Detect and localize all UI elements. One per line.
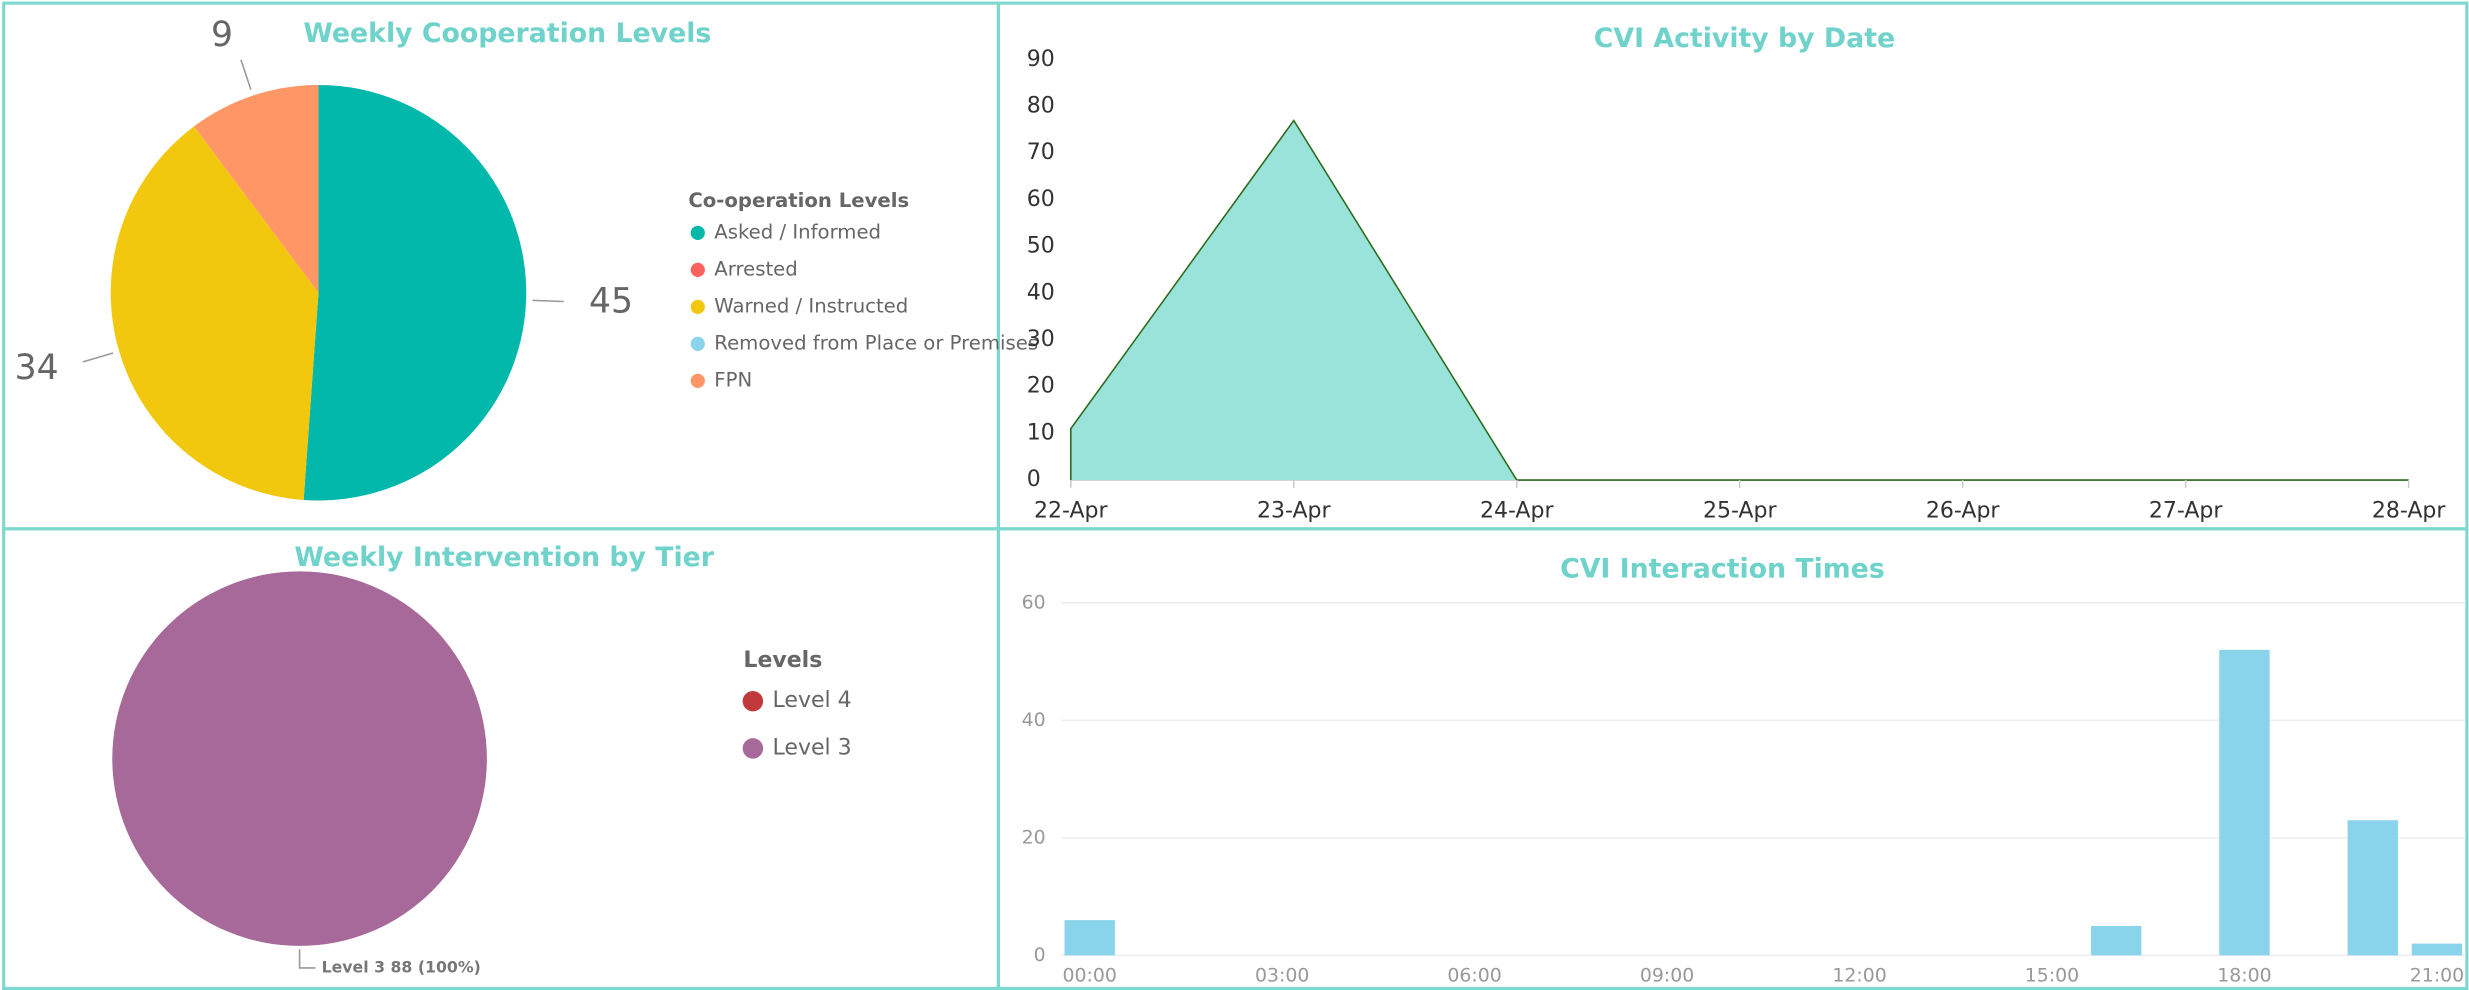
- legend-label: Removed from Place or Premises: [714, 331, 1038, 354]
- legend-label: Level 4: [773, 688, 852, 713]
- bar: [2411, 943, 2463, 956]
- legend-marker: [690, 336, 705, 351]
- chart-title: CVI Interaction Times: [1560, 553, 1885, 584]
- y-tick-label: 70: [1027, 140, 1055, 165]
- y-tick-label: 60: [1022, 591, 1046, 613]
- x-tick-label: 15:00: [2025, 964, 2079, 986]
- data-label: 34: [15, 348, 59, 388]
- y-tick-label: 90: [1027, 47, 1055, 72]
- x-tick-label: 27-Apr: [2149, 499, 2224, 524]
- y-tick-label: 40: [1022, 709, 1046, 731]
- y-tick-label: 20: [1022, 826, 1046, 848]
- x-tick-label: 18:00: [2217, 964, 2271, 986]
- x-tick-label: 26-Apr: [1926, 499, 2001, 524]
- legend-title: Levels: [743, 648, 822, 673]
- pie-slice: [303, 84, 527, 501]
- x-tick-label: 06:00: [1447, 964, 1501, 986]
- y-tick-label: 60: [1027, 187, 1055, 212]
- bar: [2219, 649, 2270, 956]
- x-tick-label: 21:00: [2410, 964, 2464, 986]
- legend-marker: [742, 690, 764, 712]
- legend-label: Arrested: [714, 257, 797, 280]
- x-tick-label: 25-Apr: [1703, 499, 1778, 524]
- x-tick-label: 00:00: [1062, 964, 1116, 986]
- y-tick-label: 30: [1027, 327, 1055, 352]
- legend-marker: [690, 262, 705, 277]
- y-tick-label: 50: [1027, 234, 1055, 259]
- pie-slice: [110, 126, 319, 500]
- y-tick-label: 20: [1027, 374, 1055, 399]
- data-label: 9: [211, 15, 233, 55]
- legend-marker: [690, 225, 705, 240]
- legend-label: FPN: [714, 368, 752, 391]
- x-tick-label: 23-Apr: [1257, 499, 1332, 524]
- legend-marker: [690, 299, 705, 314]
- x-tick-label: 28-Apr: [2372, 499, 2447, 524]
- pie-slice: [193, 84, 319, 293]
- x-tick-label: 12:00: [1832, 964, 1886, 986]
- chart-title: CVI Activity by Date: [1594, 23, 1895, 54]
- chart-title: Weekly Intervention by Tier: [294, 542, 714, 573]
- data-label: Level 3 88 (100%): [322, 957, 481, 976]
- legend-marker: [690, 373, 705, 388]
- pie-slice: [112, 571, 487, 946]
- area: [1070, 120, 2409, 481]
- legend-marker: [742, 738, 764, 759]
- y-tick-label: 0: [1027, 467, 1041, 492]
- legend-label: Level 3: [773, 735, 852, 760]
- legend-label: Warned / Instructed: [714, 294, 908, 317]
- leader-line: [82, 352, 114, 363]
- bar: [2090, 925, 2142, 956]
- x-tick-label: 09:00: [1640, 964, 1694, 986]
- leader-line: [240, 59, 252, 90]
- y-tick-label: 40: [1027, 280, 1055, 305]
- area-line: [1070, 119, 2409, 481]
- bar: [2347, 820, 2398, 956]
- leader-line: [532, 299, 564, 303]
- data-label: 45: [589, 281, 633, 321]
- panel: [996, 527, 2469, 990]
- bar: [1064, 920, 1115, 956]
- y-tick-label: 0: [1034, 944, 1046, 966]
- chart-title: Weekly Cooperation Levels: [303, 18, 711, 49]
- y-tick-label: 80: [1027, 94, 1055, 119]
- leader-line: [298, 949, 316, 969]
- x-tick-label: 24-Apr: [1480, 499, 1555, 524]
- legend-label: Asked / Informed: [714, 220, 881, 243]
- y-tick-label: 10: [1027, 420, 1055, 445]
- x-tick-label: 22-Apr: [1034, 499, 1109, 524]
- x-tick-label: 03:00: [1255, 964, 1309, 986]
- legend-title: Co-operation Levels: [688, 189, 909, 212]
